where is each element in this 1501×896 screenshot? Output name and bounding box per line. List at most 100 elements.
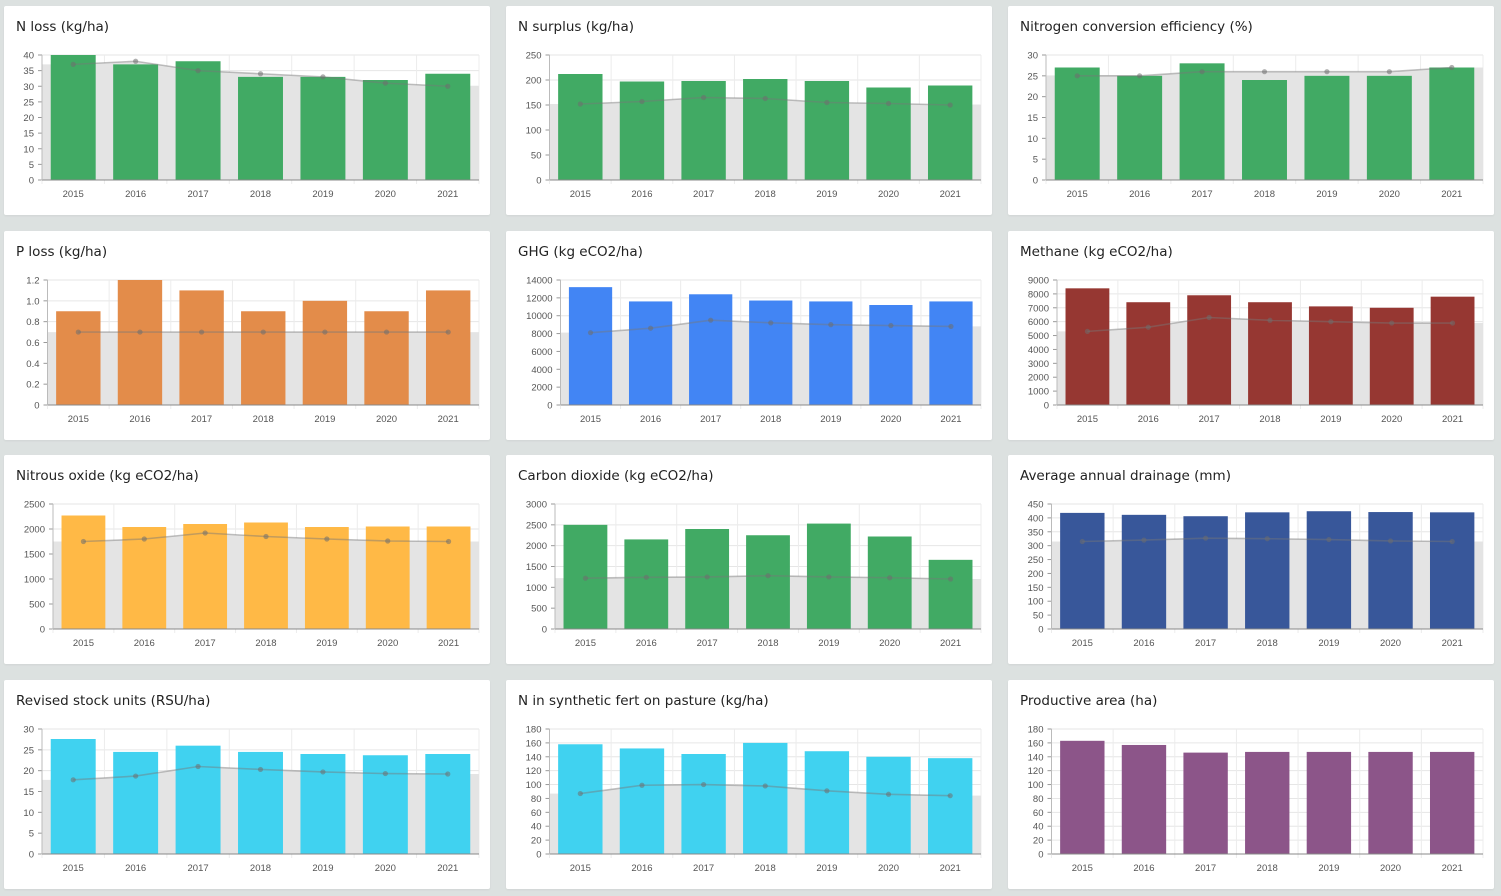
benchmark-point[interactable] xyxy=(1267,317,1273,323)
benchmark-point[interactable] xyxy=(257,71,264,77)
bar[interactable] xyxy=(425,290,471,405)
bar[interactable] xyxy=(300,754,346,854)
benchmark-point[interactable] xyxy=(199,329,205,335)
benchmark-point[interactable] xyxy=(260,329,266,335)
bar[interactable] xyxy=(927,758,973,854)
benchmark-point[interactable] xyxy=(1389,320,1395,326)
bar[interactable] xyxy=(619,748,665,854)
benchmark-point[interactable] xyxy=(587,330,594,336)
bar[interactable] xyxy=(749,300,793,405)
bar[interactable] xyxy=(117,280,163,405)
benchmark-point[interactable] xyxy=(1449,320,1456,326)
bar[interactable] xyxy=(244,522,288,630)
benchmark-point[interactable] xyxy=(577,101,583,107)
bar[interactable] xyxy=(743,79,788,180)
benchmark-point[interactable] xyxy=(1203,535,1209,541)
bar[interactable] xyxy=(1183,752,1228,854)
benchmark-point[interactable] xyxy=(708,317,714,323)
benchmark-point[interactable] xyxy=(888,322,894,329)
bar[interactable] xyxy=(183,524,228,629)
benchmark-point[interactable] xyxy=(824,99,830,106)
bar[interactable] xyxy=(929,301,973,405)
bar[interactable] xyxy=(628,301,673,405)
bar[interactable] xyxy=(869,305,913,405)
bar[interactable] xyxy=(866,756,911,854)
benchmark-point[interactable] xyxy=(762,783,768,789)
benchmark-point[interactable] xyxy=(643,574,649,580)
benchmark-point[interactable] xyxy=(885,100,892,107)
bar[interactable] xyxy=(927,85,973,181)
benchmark-point[interactable] xyxy=(887,575,893,581)
bar[interactable] xyxy=(1306,511,1352,629)
benchmark-point[interactable] xyxy=(1199,69,1205,75)
benchmark-point[interactable] xyxy=(639,98,645,105)
benchmark-point[interactable] xyxy=(133,58,139,64)
bar[interactable] xyxy=(928,559,973,629)
benchmark-point[interactable] xyxy=(701,94,707,101)
bar[interactable] xyxy=(804,751,850,854)
benchmark-point[interactable] xyxy=(385,538,391,544)
bar[interactable] xyxy=(1366,75,1412,180)
benchmark-point[interactable] xyxy=(195,68,201,74)
bar[interactable] xyxy=(1429,751,1475,854)
bar[interactable] xyxy=(1429,512,1475,629)
benchmark-point[interactable] xyxy=(1328,319,1334,325)
benchmark-point[interactable] xyxy=(582,575,589,581)
benchmark-point[interactable] xyxy=(70,61,76,67)
benchmark-point[interactable] xyxy=(75,329,81,335)
bar[interactable] xyxy=(425,754,471,854)
bar[interactable] xyxy=(809,301,853,405)
bar[interactable] xyxy=(624,539,669,629)
benchmark-point[interactable] xyxy=(320,769,326,775)
bar[interactable] xyxy=(1248,302,1292,405)
benchmark-point[interactable] xyxy=(195,763,201,770)
benchmark-point[interactable] xyxy=(1079,538,1085,545)
bar[interactable] xyxy=(175,745,221,854)
bar[interactable] xyxy=(304,527,349,629)
bar[interactable] xyxy=(241,311,286,405)
bar[interactable] xyxy=(1121,744,1167,854)
bar[interactable] xyxy=(1060,512,1105,629)
bar[interactable] xyxy=(1306,751,1352,854)
benchmark-point[interactable] xyxy=(1326,536,1332,543)
benchmark-point[interactable] xyxy=(947,793,953,799)
bar[interactable] xyxy=(1121,514,1167,629)
benchmark-point[interactable] xyxy=(382,770,388,777)
benchmark-point[interactable] xyxy=(445,538,452,545)
bar[interactable] xyxy=(425,73,471,180)
benchmark-point[interactable] xyxy=(445,329,451,335)
bar[interactable] xyxy=(681,754,726,854)
bar[interactable] xyxy=(179,290,224,405)
bar[interactable] xyxy=(558,74,603,180)
bar[interactable] xyxy=(1304,75,1350,180)
bar[interactable] xyxy=(1430,296,1475,405)
benchmark-point[interactable] xyxy=(1264,536,1270,542)
benchmark-point[interactable] xyxy=(1449,538,1455,545)
benchmark-point[interactable] xyxy=(704,574,710,580)
benchmark-point[interactable] xyxy=(1261,69,1268,75)
bar[interactable] xyxy=(1065,288,1110,405)
benchmark-point[interactable] xyxy=(80,538,87,545)
benchmark-point[interactable] xyxy=(885,791,892,797)
bar[interactable] xyxy=(50,739,96,854)
bar[interactable] xyxy=(1187,295,1232,405)
benchmark-point[interactable] xyxy=(648,325,654,331)
bar[interactable] xyxy=(362,80,408,180)
bar[interactable] xyxy=(1183,516,1228,629)
benchmark-point[interactable] xyxy=(1141,537,1147,543)
benchmark-point[interactable] xyxy=(828,322,834,328)
bar[interactable] xyxy=(61,515,106,630)
benchmark-point[interactable] xyxy=(826,574,832,580)
bar[interactable] xyxy=(300,76,346,180)
bar[interactable] xyxy=(619,81,665,181)
bar[interactable] xyxy=(56,311,101,405)
bar[interactable] xyxy=(122,527,167,629)
benchmark-point[interactable] xyxy=(383,329,390,335)
bar[interactable] xyxy=(568,287,613,405)
benchmark-point[interactable] xyxy=(1084,328,1091,334)
benchmark-point[interactable] xyxy=(1145,324,1151,330)
benchmark-point[interactable] xyxy=(137,329,143,335)
bar[interactable] xyxy=(175,61,221,180)
benchmark-point[interactable] xyxy=(947,102,953,108)
benchmark-point[interactable] xyxy=(324,536,330,542)
